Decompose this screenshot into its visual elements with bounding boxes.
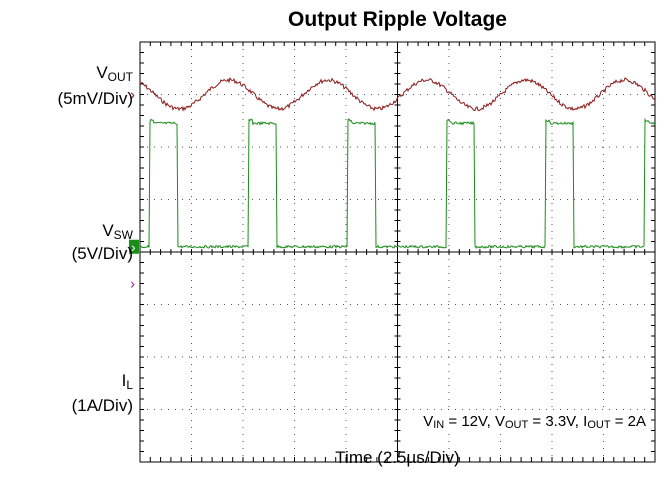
channel-scale-vsw: (5V/Div) xyxy=(71,244,133,263)
operating-conditions-annotation: VIN = 12V, VOUT = 3.3V, IOUT = 2A xyxy=(421,413,648,431)
chart-title: Output Ripple Voltage xyxy=(288,8,507,31)
channel-name-vout: VOUT xyxy=(96,63,133,84)
ground-marker-vout: › xyxy=(130,87,135,104)
x-axis-label: Time (2.5µs/Div) xyxy=(335,448,460,467)
trace-vsw xyxy=(139,117,656,249)
channel-name-il: IL xyxy=(121,371,133,392)
ground-marker-glyph: › xyxy=(131,239,136,255)
ground-marker-il: › xyxy=(130,276,135,293)
trace-vout xyxy=(139,76,656,112)
ground-marker-vsw xyxy=(129,239,139,254)
channel-name-vsw: VSW xyxy=(102,221,133,242)
channel-scale-il: (1A/Div) xyxy=(71,396,133,415)
channel-scale-vout: (5mV/Div) xyxy=(57,89,133,108)
